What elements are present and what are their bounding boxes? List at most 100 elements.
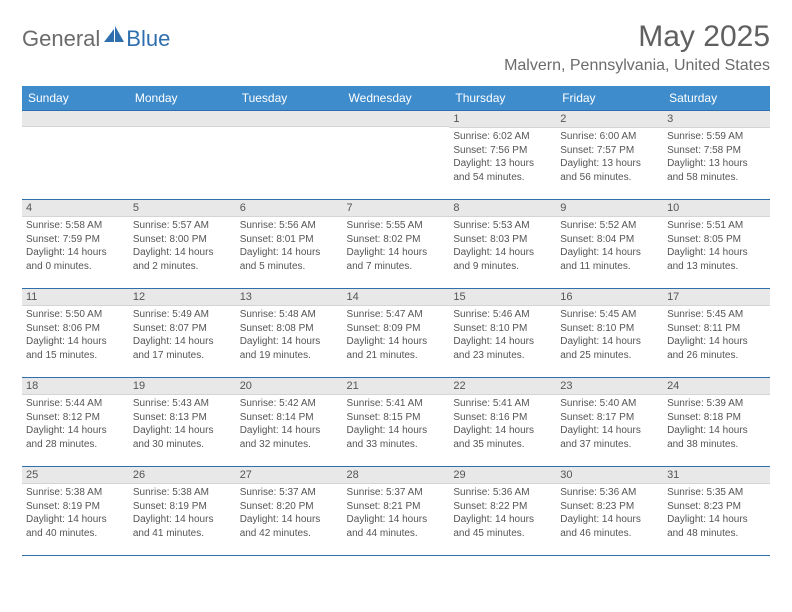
daylight-text-2: and 11 minutes.	[560, 260, 659, 274]
day-body: Sunrise: 5:36 AMSunset: 8:22 PMDaylight:…	[449, 484, 556, 544]
daylight-text-2: and 0 minutes.	[26, 260, 125, 274]
dow-sunday: Sunday	[22, 86, 129, 111]
daylight-text-2: and 32 minutes.	[240, 438, 339, 452]
dow-row: Sunday Monday Tuesday Wednesday Thursday…	[22, 86, 770, 111]
daylight-text-1: Daylight: 13 hours	[667, 157, 766, 171]
day-body: Sunrise: 5:38 AMSunset: 8:19 PMDaylight:…	[129, 484, 236, 544]
day-body: Sunrise: 5:45 AMSunset: 8:10 PMDaylight:…	[556, 306, 663, 366]
calendar-cell: 12Sunrise: 5:49 AMSunset: 8:07 PMDayligh…	[129, 289, 236, 378]
daylight-text-2: and 23 minutes.	[453, 349, 552, 363]
calendar-cell: 1Sunrise: 6:02 AMSunset: 7:56 PMDaylight…	[449, 111, 556, 200]
day-number: 2	[556, 111, 663, 128]
daylight-text-2: and 28 minutes.	[26, 438, 125, 452]
day-number: 7	[343, 200, 450, 217]
day-number: 3	[663, 111, 770, 128]
sunset-text: Sunset: 8:11 PM	[667, 322, 766, 336]
calendar-cell: 13Sunrise: 5:48 AMSunset: 8:08 PMDayligh…	[236, 289, 343, 378]
day-number: 4	[22, 200, 129, 217]
sunset-text: Sunset: 8:12 PM	[26, 411, 125, 425]
sunset-text: Sunset: 8:18 PM	[667, 411, 766, 425]
daylight-text-1: Daylight: 14 hours	[133, 424, 232, 438]
day-body: Sunrise: 5:37 AMSunset: 8:21 PMDaylight:…	[343, 484, 450, 544]
sunrise-text: Sunrise: 5:35 AM	[667, 486, 766, 500]
logo-text-general: General	[22, 26, 100, 52]
day-body: Sunrise: 5:41 AMSunset: 8:16 PMDaylight:…	[449, 395, 556, 455]
daylight-text-2: and 35 minutes.	[453, 438, 552, 452]
calendar-cell: 27Sunrise: 5:37 AMSunset: 8:20 PMDayligh…	[236, 467, 343, 556]
calendar-cell: 28Sunrise: 5:37 AMSunset: 8:21 PMDayligh…	[343, 467, 450, 556]
sunset-text: Sunset: 8:23 PM	[560, 500, 659, 514]
daylight-text-1: Daylight: 14 hours	[347, 335, 446, 349]
daylight-text-1: Daylight: 14 hours	[133, 513, 232, 527]
daylight-text-1: Daylight: 14 hours	[133, 246, 232, 260]
daylight-text-1: Daylight: 14 hours	[560, 424, 659, 438]
day-number: 8	[449, 200, 556, 217]
daylight-text-2: and 56 minutes.	[560, 171, 659, 185]
sunset-text: Sunset: 8:13 PM	[133, 411, 232, 425]
day-number: 12	[129, 289, 236, 306]
page: General Blue May 2025 Malvern, Pennsylva…	[0, 0, 792, 612]
day-body: Sunrise: 5:43 AMSunset: 8:13 PMDaylight:…	[129, 395, 236, 455]
sunset-text: Sunset: 8:09 PM	[347, 322, 446, 336]
day-body: Sunrise: 5:40 AMSunset: 8:17 PMDaylight:…	[556, 395, 663, 455]
daylight-text-2: and 21 minutes.	[347, 349, 446, 363]
sunrise-text: Sunrise: 5:41 AM	[453, 397, 552, 411]
day-body: Sunrise: 5:51 AMSunset: 8:05 PMDaylight:…	[663, 217, 770, 277]
daylight-text-1: Daylight: 14 hours	[667, 246, 766, 260]
calendar-body: 1Sunrise: 6:02 AMSunset: 7:56 PMDaylight…	[22, 111, 770, 556]
day-number: 26	[129, 467, 236, 484]
daylight-text-2: and 13 minutes.	[667, 260, 766, 274]
sunset-text: Sunset: 8:00 PM	[133, 233, 232, 247]
calendar-row: 25Sunrise: 5:38 AMSunset: 8:19 PMDayligh…	[22, 467, 770, 556]
calendar-cell: 23Sunrise: 5:40 AMSunset: 8:17 PMDayligh…	[556, 378, 663, 467]
daylight-text-2: and 17 minutes.	[133, 349, 232, 363]
daylight-text-1: Daylight: 14 hours	[240, 513, 339, 527]
day-number: 27	[236, 467, 343, 484]
sunrise-text: Sunrise: 5:40 AM	[560, 397, 659, 411]
title-block: May 2025 Malvern, Pennsylvania, United S…	[504, 20, 770, 75]
daylight-text-2: and 42 minutes.	[240, 527, 339, 541]
daylight-text-2: and 7 minutes.	[347, 260, 446, 274]
sunrise-text: Sunrise: 5:57 AM	[133, 219, 232, 233]
daylight-text-1: Daylight: 14 hours	[453, 513, 552, 527]
day-number: 1	[449, 111, 556, 128]
daylight-text-2: and 40 minutes.	[26, 527, 125, 541]
sunset-text: Sunset: 8:06 PM	[26, 322, 125, 336]
sunrise-text: Sunrise: 5:41 AM	[347, 397, 446, 411]
sunrise-text: Sunrise: 5:42 AM	[240, 397, 339, 411]
day-body: Sunrise: 5:57 AMSunset: 8:00 PMDaylight:…	[129, 217, 236, 277]
daylight-text-2: and 15 minutes.	[26, 349, 125, 363]
logo-sail-icon	[104, 26, 124, 42]
daylight-text-1: Daylight: 14 hours	[240, 424, 339, 438]
title-month: May 2025	[504, 20, 770, 53]
day-number: 5	[129, 200, 236, 217]
sunrise-text: Sunrise: 5:38 AM	[26, 486, 125, 500]
sunset-text: Sunset: 7:58 PM	[667, 144, 766, 158]
day-number: 19	[129, 378, 236, 395]
calendar-cell: 5Sunrise: 5:57 AMSunset: 8:00 PMDaylight…	[129, 200, 236, 289]
day-number: 30	[556, 467, 663, 484]
daylight-text-1: Daylight: 14 hours	[667, 424, 766, 438]
dow-thursday: Thursday	[449, 86, 556, 111]
sunset-text: Sunset: 7:57 PM	[560, 144, 659, 158]
daylight-text-1: Daylight: 13 hours	[560, 157, 659, 171]
daylight-text-1: Daylight: 14 hours	[667, 513, 766, 527]
sunset-text: Sunset: 8:19 PM	[133, 500, 232, 514]
sunrise-text: Sunrise: 5:38 AM	[133, 486, 232, 500]
calendar-cell: 22Sunrise: 5:41 AMSunset: 8:16 PMDayligh…	[449, 378, 556, 467]
daylight-text-1: Daylight: 13 hours	[453, 157, 552, 171]
day-body: Sunrise: 5:55 AMSunset: 8:02 PMDaylight:…	[343, 217, 450, 277]
day-number: 20	[236, 378, 343, 395]
calendar-cell: 29Sunrise: 5:36 AMSunset: 8:22 PMDayligh…	[449, 467, 556, 556]
calendar-row: 4Sunrise: 5:58 AMSunset: 7:59 PMDaylight…	[22, 200, 770, 289]
title-location: Malvern, Pennsylvania, United States	[504, 57, 770, 75]
logo-text-blue: Blue	[126, 26, 170, 52]
header: General Blue May 2025 Malvern, Pennsylva…	[22, 20, 770, 80]
dow-saturday: Saturday	[663, 86, 770, 111]
day-body: Sunrise: 5:39 AMSunset: 8:18 PMDaylight:…	[663, 395, 770, 455]
calendar-cell	[236, 111, 343, 200]
day-number: 17	[663, 289, 770, 306]
day-body: Sunrise: 5:45 AMSunset: 8:11 PMDaylight:…	[663, 306, 770, 366]
daylight-text-1: Daylight: 14 hours	[667, 335, 766, 349]
calendar-cell: 11Sunrise: 5:50 AMSunset: 8:06 PMDayligh…	[22, 289, 129, 378]
